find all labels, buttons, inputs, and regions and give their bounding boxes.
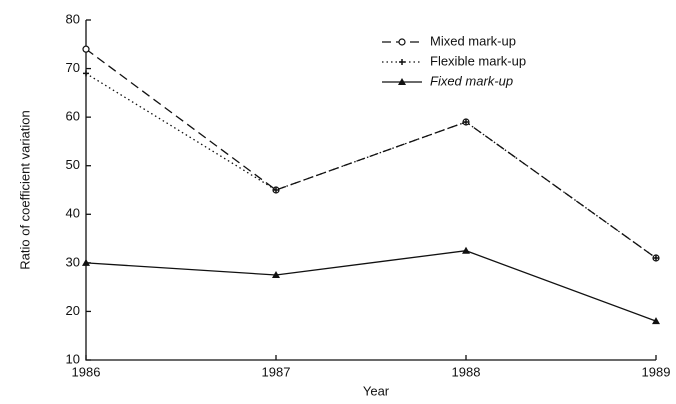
x-tick-label: 1987 xyxy=(262,364,291,379)
x-tick-label: 1986 xyxy=(72,364,101,379)
legend-label: Flexible mark-up xyxy=(430,53,526,68)
line xyxy=(85,250,657,322)
marker xyxy=(652,317,660,325)
marker xyxy=(272,271,280,278)
y-tick-label: 60 xyxy=(66,109,80,124)
x-tick-label: 1988 xyxy=(452,364,481,379)
marker xyxy=(653,255,659,261)
y-axis-label: Ratio of coefficient variation xyxy=(17,110,32,269)
y-tick-label: 70 xyxy=(66,60,80,75)
marker xyxy=(462,246,470,254)
marker xyxy=(83,70,89,77)
legend-label: Fixed mark-up xyxy=(430,73,513,88)
marker xyxy=(398,38,406,46)
y-tick-label: 80 xyxy=(66,11,80,26)
x-axis-label: Year xyxy=(363,383,390,398)
legend-label: Mixed mark-up xyxy=(430,33,516,48)
y-tick-label: 20 xyxy=(66,303,80,318)
marker xyxy=(463,119,469,125)
marker xyxy=(82,258,90,266)
marker xyxy=(273,187,279,193)
line xyxy=(85,48,657,259)
y-tick-label: 10 xyxy=(66,351,80,366)
axes xyxy=(85,20,656,361)
y-tick-label: 30 xyxy=(66,254,80,269)
marker xyxy=(399,59,405,65)
marker xyxy=(82,45,90,53)
x-tick-label: 1989 xyxy=(642,364,671,379)
line xyxy=(85,72,657,259)
marker xyxy=(398,78,406,85)
y-tick-label: 50 xyxy=(66,157,80,172)
y-tick-label: 40 xyxy=(66,206,80,221)
